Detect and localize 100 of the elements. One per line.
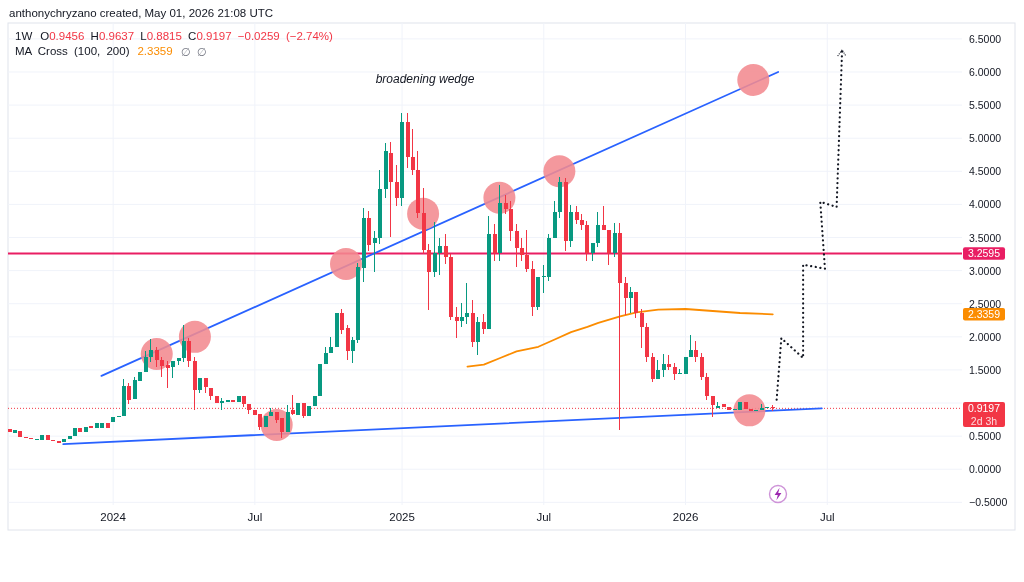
candlestick [356, 263, 360, 343]
candlestick [694, 341, 698, 362]
y-tick-label: 6.5000 [969, 32, 1002, 45]
candlestick [187, 338, 191, 367]
candlestick [476, 317, 480, 355]
candlestick [373, 231, 377, 272]
candlestick [160, 357, 164, 377]
candlestick [422, 188, 426, 254]
candlestick [673, 363, 677, 380]
annotation: MA Cross (100, 200) [15, 45, 130, 59]
candlestick [416, 151, 420, 218]
candlestick [427, 244, 431, 310]
candlestick [329, 337, 333, 353]
annotation: ∅ ∅ [180, 45, 207, 59]
candlestick [215, 396, 219, 403]
x-tick-label: 2024 [100, 511, 127, 523]
candlestick [46, 435, 50, 440]
candlestick [591, 243, 595, 261]
candlestick [193, 357, 197, 410]
point [543, 155, 576, 188]
candlestick [640, 309, 644, 348]
candlestick [209, 388, 213, 400]
candlestick [324, 347, 328, 364]
candlestick [613, 223, 617, 257]
x-tick-label: 2025 [389, 511, 415, 523]
y-tick-label: 3.0000 [969, 264, 1002, 277]
candlestick [122, 379, 126, 416]
candlestick [204, 378, 208, 393]
candlestick [346, 325, 350, 360]
candlestick [493, 224, 497, 261]
candlestick [498, 185, 502, 261]
candlestick [444, 234, 448, 264]
candlestick [760, 404, 764, 410]
text: 2.3359 [967, 308, 1001, 321]
candlestick [84, 427, 88, 432]
y-tick-label: 4.5000 [969, 165, 1002, 178]
candlestick [411, 129, 415, 175]
candlestick [367, 211, 371, 251]
candlestick [651, 353, 655, 382]
text: 2d 3h [970, 414, 998, 427]
candlestick [525, 230, 529, 272]
candlestick [471, 300, 475, 347]
text: 1W [15, 30, 33, 42]
candlestick [8, 429, 12, 432]
text: anthonychryzano created, May 01, 2026 21:08 UTC [9, 7, 274, 19]
candlestick [580, 214, 584, 230]
candlestick [716, 402, 720, 408]
candlestick [645, 323, 649, 362]
y-tick-label: 2.0000 [969, 330, 1002, 343]
ref-line-label: 3.2595 [967, 247, 1001, 260]
candlestick [198, 378, 202, 393]
y-tick-label: 2.5000 [969, 297, 1002, 310]
candlestick [340, 309, 344, 334]
candlestick [564, 178, 568, 251]
candlestick [689, 335, 693, 357]
candlestick [378, 170, 382, 244]
candlestick [307, 406, 311, 416]
candlestick [656, 360, 660, 379]
candlestick [13, 430, 17, 433]
candlestick [351, 337, 355, 363]
x-tick-label: Jul [819, 511, 835, 523]
text: O0.9456 H0.9637 L0.8815 C0.9197 −0.0259 (−2.74%) [40, 30, 333, 42]
candlestick [575, 206, 579, 224]
candlestick [569, 205, 573, 247]
candlestick [504, 195, 508, 214]
candlestick [585, 221, 589, 261]
candlestick [313, 396, 317, 406]
annotation: 2.3359 [137, 45, 173, 59]
candlestick [487, 216, 491, 329]
candlestick [264, 416, 268, 427]
x-tick-label: Jul [536, 511, 552, 523]
candlestick [607, 230, 611, 265]
x-tick-label: 2026 [672, 511, 699, 523]
y-tick-label: 5.5000 [969, 99, 1002, 112]
candlestick [705, 373, 709, 400]
candlestick [536, 277, 540, 310]
candlestick [509, 201, 513, 241]
candlestick [127, 383, 131, 404]
y-tick-label: 4.0000 [969, 198, 1002, 211]
candlestick [155, 347, 159, 367]
candlestick [362, 208, 366, 282]
candlestick [465, 283, 469, 324]
candlestick [302, 403, 306, 418]
ref-line-label: 0.9197 [967, 402, 1001, 415]
candlestick [62, 439, 66, 442]
candlestick [384, 143, 388, 198]
candlestick [73, 428, 77, 436]
candlestick [624, 277, 628, 315]
candlestick [558, 177, 562, 218]
line-series [466, 308, 774, 368]
candlestick [433, 222, 437, 277]
candlestick [449, 254, 453, 320]
point [737, 63, 770, 96]
candlestick [171, 361, 175, 378]
y-tick-label: 5.0000 [969, 132, 1002, 145]
candlestick [520, 238, 524, 261]
candlestick [269, 408, 273, 416]
candlestick [700, 353, 704, 380]
y-tick-label: 0.5000 [969, 430, 1002, 443]
candlestick [18, 431, 22, 437]
